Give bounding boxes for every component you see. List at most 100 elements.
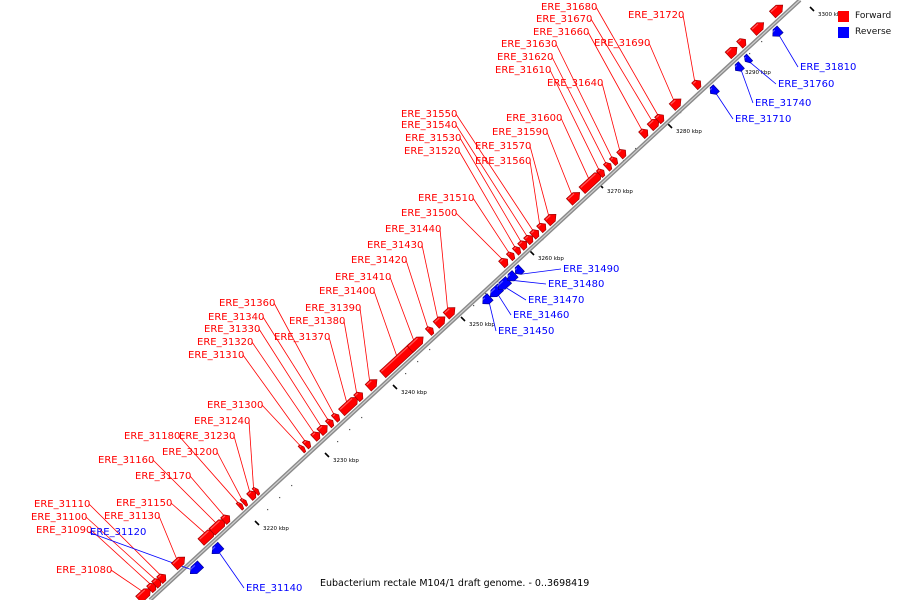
- genome-title: Eubacterium rectale M104/1 draft genome.…: [320, 578, 590, 589]
- gene-label: ERE_31100: [31, 512, 87, 523]
- scale-minor-tick: [429, 348, 431, 351]
- gene-feature-ere-31360: [330, 413, 341, 423]
- gene-feature-ere-31410-shape: [406, 336, 424, 353]
- gene-label: ERE_31520: [404, 146, 460, 157]
- gene-feature-ere-31110: [156, 573, 167, 584]
- gene-label: ERE_31150: [116, 498, 172, 509]
- gene-labels: ERE_31080 ERE_31090 ERE_31100 ERE_31110 ERE_…: [31, 2, 856, 594]
- label-leader: [421, 244, 438, 318]
- gene-label: ERE_31740: [755, 98, 811, 109]
- gene-feature-ere-31370-shine: [339, 398, 353, 410]
- gene-feature-ere-31100: [151, 578, 162, 589]
- label-leader: [219, 552, 245, 589]
- label-leader: [716, 93, 734, 120]
- gene-feature-ere-31660: [638, 128, 649, 140]
- scale-tick-label: 3220 kbp: [263, 526, 289, 532]
- gene-feature-ere-31740-shine: [733, 64, 738, 68]
- scale-minor-tick: [485, 292, 487, 295]
- gene-feature-ere-31160: [208, 519, 226, 536]
- scale-minor-tick: [405, 372, 407, 375]
- gene-feature-ere-31230: [246, 490, 257, 501]
- label-leader: [455, 124, 527, 236]
- gene-feature-ere-31640-shine: [617, 149, 622, 154]
- label-leader: [601, 82, 620, 150]
- label-leader: [88, 503, 160, 575]
- gene-label: ERE_31480: [548, 279, 604, 290]
- gene-label: ERE_31440: [385, 224, 441, 235]
- label-leader: [261, 404, 300, 446]
- gene-label: ERE_31410: [335, 272, 391, 283]
- label-leader: [158, 515, 177, 559]
- gene-feature-ere-31180-shape: [235, 501, 245, 511]
- gene-label: ERE_31110: [34, 499, 90, 510]
- scale-minor-tick: [417, 360, 419, 363]
- scale-tick-mark: [809, 6, 815, 12]
- gene-feature-extra-1-shape: [736, 38, 747, 49]
- label-leader: [546, 131, 572, 195]
- gene-feature-ere-31380-shape: [353, 391, 364, 403]
- gene-feature-extra-0: [724, 46, 738, 60]
- gene-feature-ere-31090-shape: [146, 582, 157, 594]
- gene-feature-ere-31620-shine: [604, 162, 608, 166]
- gene-label: ERE_31120: [90, 527, 146, 538]
- label-leader: [514, 280, 547, 285]
- gene-label: ERE_31130: [104, 511, 160, 522]
- legend-label-reverse: Reverse: [855, 27, 892, 37]
- gene-feature-ere-31540-shine: [524, 235, 529, 240]
- gene-features: [135, 4, 784, 604]
- gene-feature-ere-31200-shine: [241, 499, 244, 501]
- gene-feature-ere-31410-shine: [408, 337, 418, 347]
- label-leader: [110, 569, 142, 592]
- gene-feature-ere-31690-shine: [670, 99, 676, 105]
- label-leader: [273, 302, 334, 414]
- gene-label: ERE_31550: [401, 109, 457, 120]
- gene-feature-ere-31520-shape: [511, 245, 522, 256]
- gene-feature-ere-31680: [654, 113, 665, 125]
- scale-minor-tick: [473, 304, 475, 307]
- gene-feature-ere-31240: [251, 486, 261, 496]
- gene-feature-ere-31340-shape: [324, 418, 335, 429]
- gene-feature-ere-31530-shape: [517, 240, 528, 251]
- label-leader: [251, 341, 314, 433]
- label-leader: [178, 435, 238, 503]
- gene-feature-ere-31640: [616, 148, 627, 160]
- gene-feature-ere-31560-shine: [537, 223, 542, 228]
- gene-feature-ere-31520-shine: [513, 246, 517, 250]
- gene-feature-ere-31310-shape: [301, 439, 312, 450]
- label-leader: [741, 70, 754, 104]
- gene-feature-ere-31310-shine: [303, 440, 307, 444]
- gene-feature-ere-31390-shine: [366, 380, 372, 386]
- gene-feature-ere-31680-shine: [655, 114, 660, 119]
- gene-feature-ere-31320-shape: [310, 431, 321, 442]
- gene-label: ERE_31390: [305, 303, 361, 314]
- gene-label: ERE_31080: [56, 565, 112, 576]
- gene-feature-ere-31090-shine: [147, 583, 152, 588]
- gene-label: ERE_31500: [401, 208, 457, 219]
- gene-label: ERE_31470: [528, 295, 584, 306]
- scale-tick-label: 3260 kbp: [538, 256, 564, 262]
- gene-label: ERE_31340: [208, 312, 264, 323]
- label-leader: [549, 69, 599, 170]
- label-leader: [551, 56, 606, 163]
- label-leader: [262, 316, 328, 420]
- gene-feature-ere-31670-shape: [646, 118, 660, 132]
- gene-feature-ere-31510-shape: [505, 251, 516, 262]
- label-leader: [779, 35, 799, 68]
- label-leader: [506, 287, 527, 301]
- reverse-swatch-icon: [838, 26, 849, 38]
- gene-label: ERE_31720: [628, 10, 684, 21]
- gene-feature-extra-0-shape: [724, 46, 738, 60]
- label-leader: [233, 435, 250, 492]
- label-leader: [648, 42, 674, 100]
- gene-label: ERE_31660: [533, 27, 589, 38]
- gene-label: ERE_31140: [246, 583, 302, 594]
- gene-feature-ere-31440-shine: [444, 308, 450, 314]
- label-leader: [459, 137, 521, 242]
- gene-feature-ere-31180-shine: [237, 502, 240, 505]
- gene-label: ERE_31600: [506, 113, 562, 124]
- gene-feature-ere-31440-shape: [442, 307, 456, 320]
- gene-label: ERE_31430: [367, 240, 423, 251]
- gene-feature-ere-31330: [316, 424, 328, 437]
- scale-minor-tick: [635, 147, 637, 150]
